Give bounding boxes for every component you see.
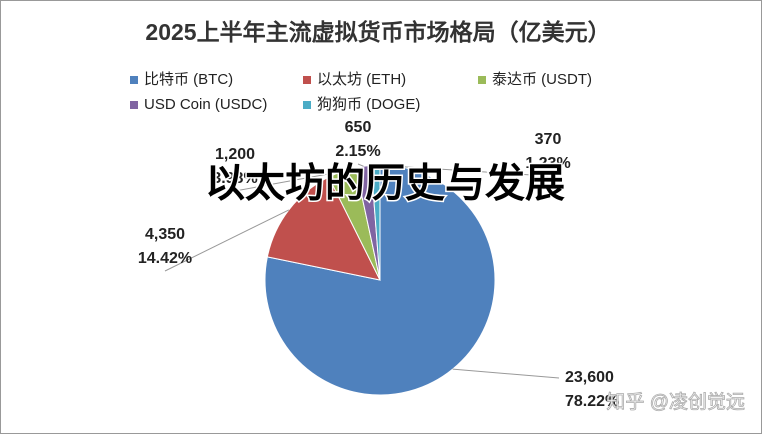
legend-label: USD Coin (USDC) xyxy=(144,96,267,113)
legend-label: 泰达币 (USDT) xyxy=(492,71,592,88)
percent-label: 3.98% xyxy=(212,170,257,187)
overlay-text: 以太坊的历史与发展 xyxy=(205,162,565,206)
percent-label: 78.22% xyxy=(565,393,619,410)
percent-label: 14.42% xyxy=(138,250,192,267)
legend-swatch xyxy=(130,76,138,84)
data-label: 650 xyxy=(345,119,372,136)
legend-label: 比特币 (BTC) xyxy=(144,71,233,88)
legend-swatch xyxy=(478,76,486,84)
percent-label: 2.15% xyxy=(335,143,380,160)
legend-label: 狗狗币 (DOGE) xyxy=(317,96,420,113)
data-label: 4,350 xyxy=(145,226,185,243)
data-label: 370 xyxy=(535,131,562,148)
data-label: 23,600 xyxy=(565,369,614,386)
legend-label: 以太坊 (ETH) xyxy=(317,71,406,88)
legend-swatch xyxy=(303,101,311,109)
chart-title: 2025上半年主流虚拟货币市场格局（亿美元） xyxy=(145,19,610,45)
leader-line xyxy=(234,170,343,192)
watermark: 知乎 @凌创觉远 xyxy=(606,391,745,413)
data-label: 1,200 xyxy=(215,146,255,163)
leader-line xyxy=(375,164,549,177)
leader-line xyxy=(452,368,560,379)
percent-label: 1.23% xyxy=(525,155,570,172)
leader-line xyxy=(164,209,290,272)
legend-swatch xyxy=(303,76,311,84)
legend-swatch xyxy=(130,101,138,109)
leader-line xyxy=(357,163,364,167)
